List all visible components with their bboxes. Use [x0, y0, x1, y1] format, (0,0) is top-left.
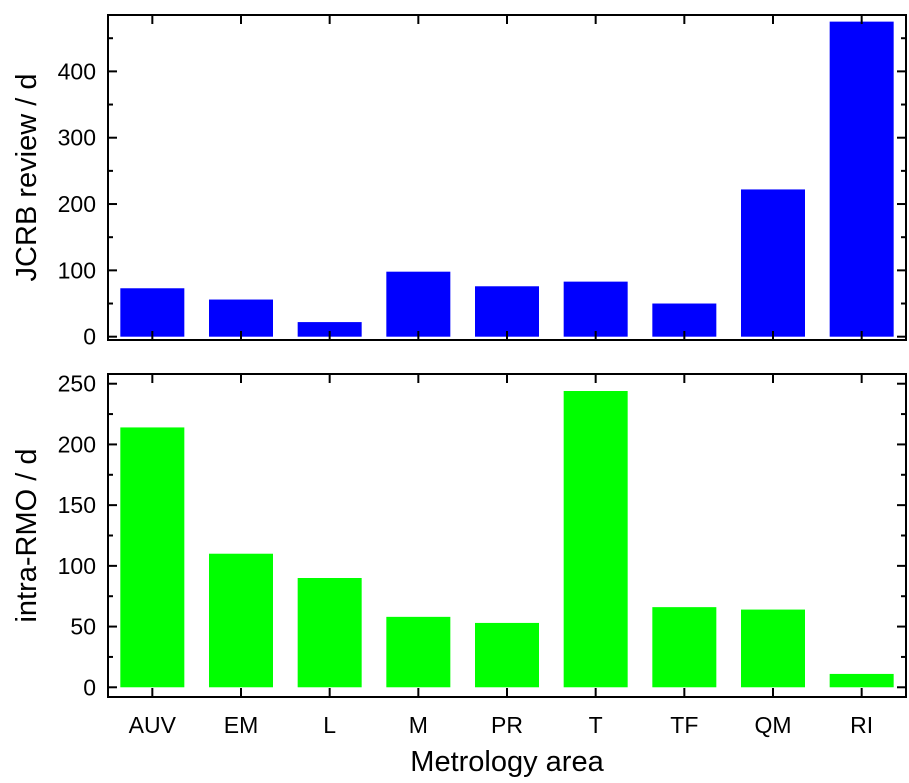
bar-bottom-qm [741, 609, 805, 688]
x-tick-label-l: L [323, 712, 336, 738]
top-y-tick-label: 300 [58, 125, 96, 151]
top-y-tick-label: 100 [58, 257, 96, 283]
top-y-axis-label: JCRB review / d [11, 74, 43, 282]
bar-bottom-t [563, 391, 628, 688]
bar-top-auv [120, 288, 185, 337]
bar-bottom-pr [475, 622, 539, 688]
bar-bottom-tf [652, 607, 717, 688]
x-tick-label-ri: RI [850, 712, 873, 738]
bottom-y-tick-label: 150 [58, 492, 96, 518]
x-tick-label-t: T [589, 712, 603, 738]
bar-bottom-m [386, 616, 451, 688]
top-y-tick-label: 200 [58, 191, 96, 217]
bar-top-t [563, 281, 628, 337]
bar-top-pr [475, 286, 539, 337]
x-tick-label-m: M [409, 712, 428, 738]
top-y-tick-label: 0 [83, 324, 96, 350]
x-tick-label-em: EM [224, 712, 259, 738]
bar-top-l [297, 322, 362, 337]
bottom-y-tick-label: 100 [58, 553, 96, 579]
top-y-tick-label: 400 [58, 58, 96, 84]
x-tick-label-auv: AUV [129, 712, 177, 738]
x-axis-label: Metrology area [410, 746, 604, 778]
bar-top-ri [829, 21, 894, 337]
bottom-y-tick-label: 50 [70, 614, 96, 640]
bar-top-qm [741, 189, 805, 337]
bar-bottom-l [297, 578, 362, 688]
bar-bottom-em [209, 553, 273, 688]
bar-top-m [386, 271, 451, 337]
bottom-y-tick-label: 0 [83, 674, 96, 700]
top-panel: 0 100 200 300 400 JCRB review / d [11, 14, 907, 350]
x-tick-label-pr: PR [491, 712, 523, 738]
x-tick-label-tf: TF [670, 712, 698, 738]
bottom-y-axis-label: intra-RMO / d [11, 448, 43, 622]
bottom-panel: 0 50 100 150 200 250 AUV EM L M PR T TF QM RI Metrology… [11, 371, 907, 778]
bottom-y-tick-label: 250 [58, 371, 96, 397]
bar-bottom-ri [829, 673, 894, 688]
x-tick-label-qm: QM [754, 712, 791, 738]
bottom-y-tick-label: 200 [58, 431, 96, 457]
bar-top-em [209, 299, 273, 337]
bar-bottom-auv [120, 427, 185, 688]
